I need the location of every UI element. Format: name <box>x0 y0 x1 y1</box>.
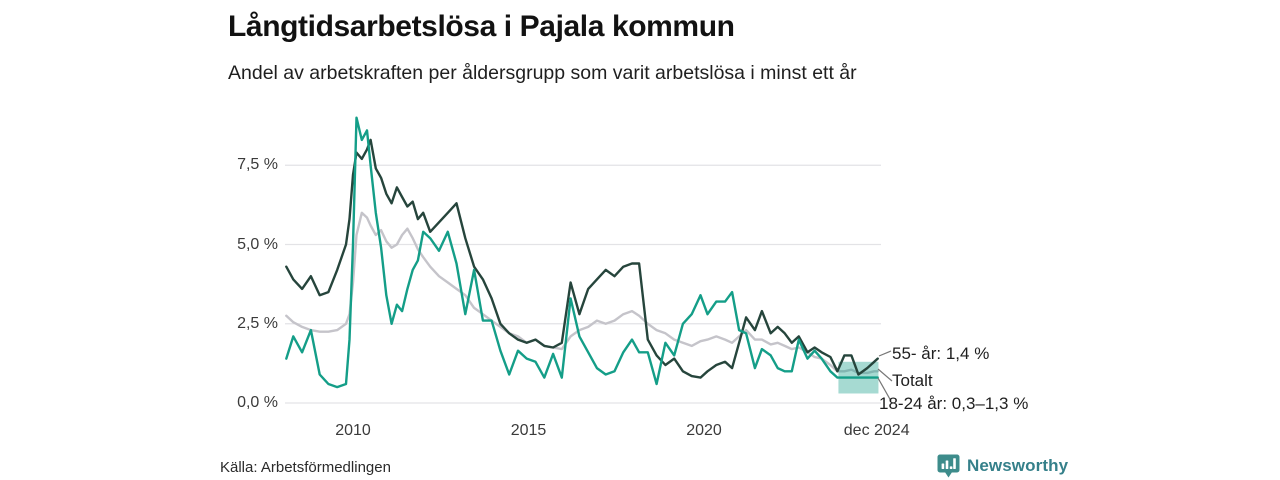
newsworthy-wordmark: Newsworthy <box>967 456 1069 475</box>
y-tick-label: 0,0 % <box>237 394 278 411</box>
series-line-totalt <box>285 211 879 375</box>
chart-title: Långtidsarbetslösa i Pajala kommun <box>228 10 735 43</box>
x-tick-label: 2020 <box>686 422 722 439</box>
label-leader-line <box>878 350 892 357</box>
x-tick-label: dec 2024 <box>843 422 910 439</box>
newsworthy-icon <box>937 454 960 477</box>
series-end-label: Totalt <box>892 371 933 390</box>
x-tick-label: 2010 <box>335 422 371 439</box>
series-end-label: 55- år: 1,4 % <box>892 344 990 363</box>
y-tick-label: 5,0 % <box>237 235 278 253</box>
source-caption: Källa: Arbetsförmedlingen <box>220 459 391 476</box>
y-tick-label: 7,5 % <box>237 156 278 174</box>
chart-subtitle: Andel av arbetskraften per åldersgrupp s… <box>228 62 857 84</box>
label-leader-line <box>877 368 893 382</box>
series-line-55 <box>285 138 879 379</box>
x-tick-label: 2015 <box>510 422 547 439</box>
series-end-label: 18-24 år: 0,3–1,3 % <box>879 394 1029 413</box>
newsworthy-logo: Newsworthy <box>937 453 1068 479</box>
y-tick-label: 2,5 % <box>237 314 278 332</box>
series-line-18-24 <box>285 116 879 389</box>
label-leader-line <box>877 377 892 402</box>
